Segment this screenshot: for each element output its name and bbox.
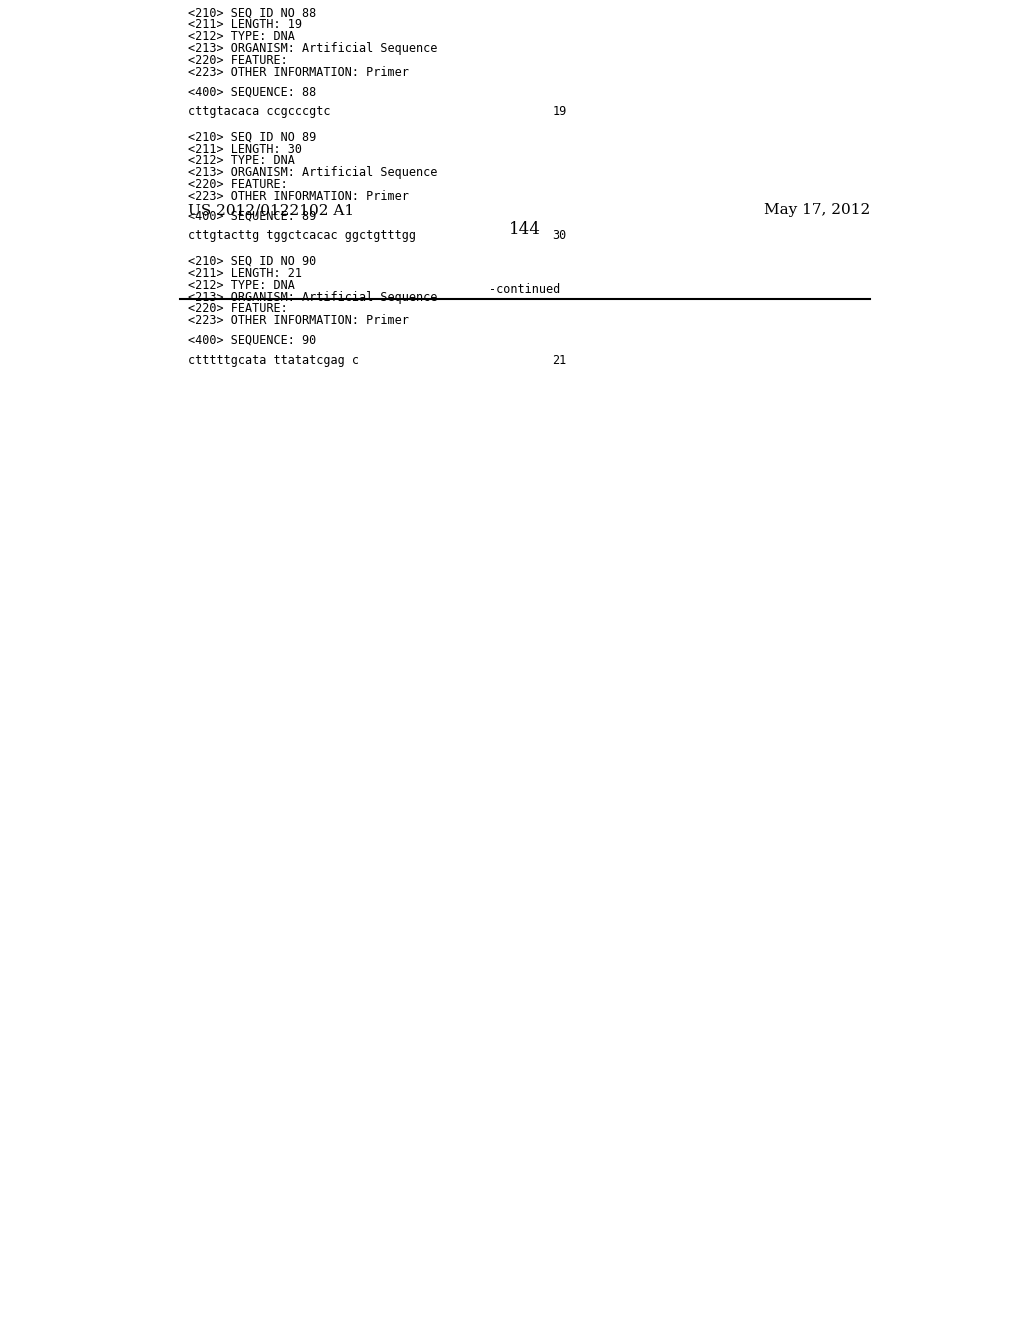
Text: <220> FEATURE:: <220> FEATURE: xyxy=(187,54,288,67)
Text: <211> LENGTH: 21: <211> LENGTH: 21 xyxy=(187,267,301,280)
Text: <400> SEQUENCE: 88: <400> SEQUENCE: 88 xyxy=(187,86,315,99)
Text: <212> TYPE: DNA: <212> TYPE: DNA xyxy=(187,154,294,168)
Text: cttgtacttg tggctcacac ggctgtttgg: cttgtacttg tggctcacac ggctgtttgg xyxy=(187,230,416,243)
Text: <213> ORGANISM: Artificial Sequence: <213> ORGANISM: Artificial Sequence xyxy=(187,42,437,55)
Text: <213> ORGANISM: Artificial Sequence: <213> ORGANISM: Artificial Sequence xyxy=(187,166,437,180)
Text: 144: 144 xyxy=(509,222,541,239)
Text: <210> SEQ ID NO 88: <210> SEQ ID NO 88 xyxy=(187,7,315,20)
Text: cttgtacaca ccgcccgtc: cttgtacaca ccgcccgtc xyxy=(187,106,330,117)
Text: May 17, 2012: May 17, 2012 xyxy=(764,203,870,216)
Text: <223> OTHER INFORMATION: Primer: <223> OTHER INFORMATION: Primer xyxy=(187,190,409,203)
Text: <213> ORGANISM: Artificial Sequence: <213> ORGANISM: Artificial Sequence xyxy=(187,290,437,304)
Text: ctttttgcata ttatatcgag c: ctttttgcata ttatatcgag c xyxy=(187,354,358,367)
Text: <210> SEQ ID NO 89: <210> SEQ ID NO 89 xyxy=(187,131,315,144)
Text: <211> LENGTH: 19: <211> LENGTH: 19 xyxy=(187,18,301,32)
Text: <212> TYPE: DNA: <212> TYPE: DNA xyxy=(187,279,294,292)
Text: <400> SEQUENCE: 89: <400> SEQUENCE: 89 xyxy=(187,210,315,223)
Text: <223> OTHER INFORMATION: Primer: <223> OTHER INFORMATION: Primer xyxy=(187,66,409,79)
Text: <223> OTHER INFORMATION: Primer: <223> OTHER INFORMATION: Primer xyxy=(187,314,409,327)
Text: <400> SEQUENCE: 90: <400> SEQUENCE: 90 xyxy=(187,334,315,347)
Text: <220> FEATURE:: <220> FEATURE: xyxy=(187,178,288,191)
Text: <220> FEATURE:: <220> FEATURE: xyxy=(187,302,288,315)
Text: <212> TYPE: DNA: <212> TYPE: DNA xyxy=(187,30,294,44)
Text: <211> LENGTH: 30: <211> LENGTH: 30 xyxy=(187,143,301,156)
Text: US 2012/0122102 A1: US 2012/0122102 A1 xyxy=(187,203,353,216)
Text: 30: 30 xyxy=(553,230,567,243)
Text: -continued: -continued xyxy=(489,284,560,297)
Text: <210> SEQ ID NO 90: <210> SEQ ID NO 90 xyxy=(187,255,315,268)
Text: 21: 21 xyxy=(553,354,567,367)
Text: 19: 19 xyxy=(553,106,567,117)
